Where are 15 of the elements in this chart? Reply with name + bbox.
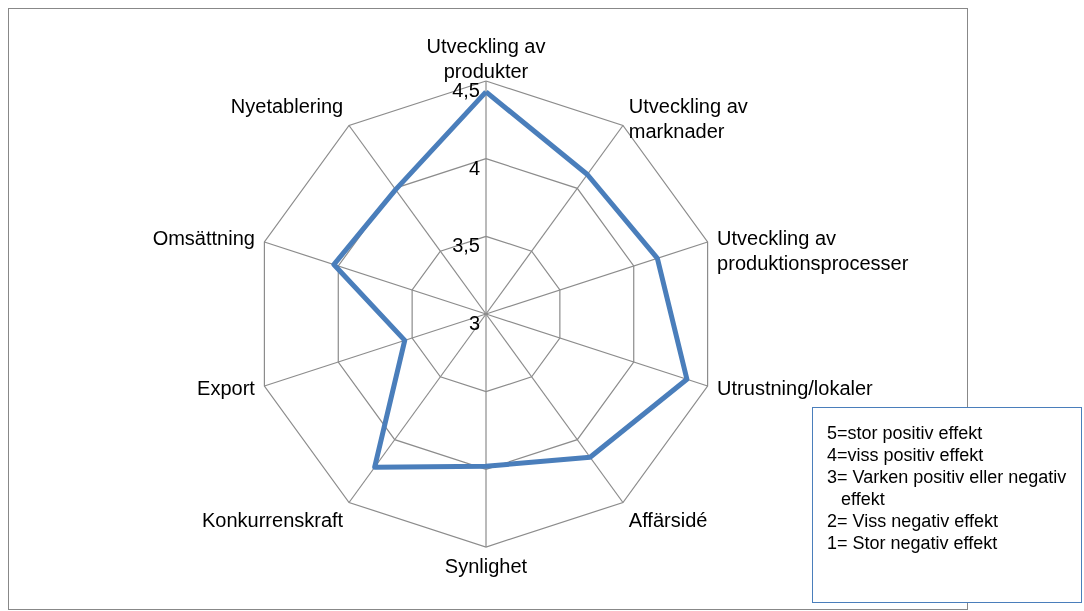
spoke-label: Synlighet (444, 555, 528, 577)
spoke-label: Konkurrenskraft (202, 508, 344, 531)
y-tick-label: 3,5 (452, 234, 480, 257)
note-box: 5=stor positiv effekt 4=viss positiv effekt 3= Varken positiv eller negativ effekt 2= Viss negativ effekt 1= Stor negativ effekt (812, 407, 1082, 603)
spoke-label: Utveckling av marknader (628, 95, 748, 143)
spoke-label: Utveckling av produkter (426, 35, 546, 82)
spoke-label: Affärsidé (628, 508, 708, 531)
spoke-label: Omsättning (152, 226, 255, 249)
spoke-label: Nyetablering (230, 95, 344, 118)
y-tick-label: 4,5 (452, 79, 480, 101)
y-tick-label: 3 (468, 312, 480, 334)
spoke-label: Export (197, 377, 256, 400)
y-tick-label: 4 (468, 156, 480, 179)
spoke-label: Utveckling av produktionsprocesser (717, 226, 909, 274)
spoke-label: Utrustning/lokaler (717, 377, 874, 400)
